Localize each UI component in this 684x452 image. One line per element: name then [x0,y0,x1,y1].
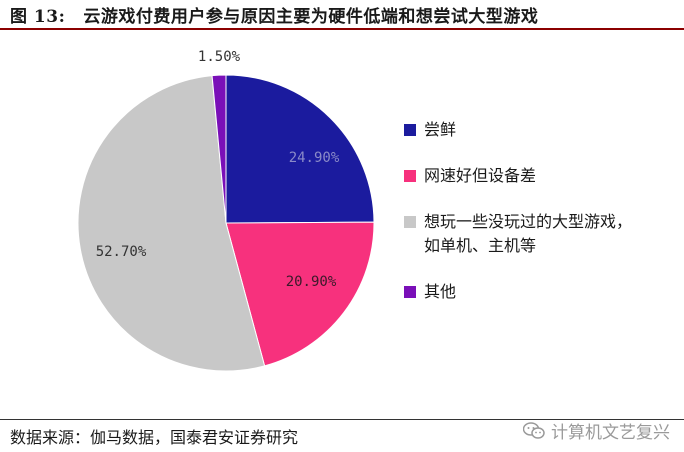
legend-label: 想玩一些没玩过的大型游戏， 如单机、主机等 [424,212,633,255]
title-rule [0,28,684,30]
legend-swatch [404,124,416,136]
watermark: 计算机文艺复兴 [523,418,670,443]
legend-swatch [404,170,416,182]
pie-slice-1 [225,221,375,367]
legend-item-3: 其他 [404,280,674,304]
pie-chart: 24.90% 20.90% 52.70% 1.50% [77,49,375,372]
source-rule [0,419,684,420]
legend-item-1: 网速好但设备差 [404,164,674,188]
legend-label: 网速好但设备差 [424,166,537,185]
legend-item-2: 想玩一些没玩过的大型游戏， 如单机、主机等 [404,210,674,258]
legend-swatch [404,216,416,228]
figure-title-text: 云游戏付费用户参与原因主要为硬件低端和想尝试大型游戏 [83,7,539,27]
figure-number: 图 13: [10,7,66,27]
slice-value-label-0: 24.90% [289,150,340,166]
pie-slice-0 [225,74,375,224]
legend-label: 其他 [424,282,457,301]
legend-label: 尝鲜 [424,120,457,139]
legend: 尝鲜网速好但设备差想玩一些没玩过的大型游戏， 如单机、主机等其他 [404,118,674,326]
legend-item-0: 尝鲜 [404,118,674,142]
slice-value-label-3: 1.50% [198,49,241,65]
figure-title: 图 13: 云游戏付费用户参与原因主要为硬件低端和想尝试大型游戏 [10,2,674,27]
legend-swatch [404,286,416,298]
pie-slice-3 [211,74,227,224]
slice-value-label-1: 20.90% [286,274,337,290]
watermark-text: 计算机文艺复兴 [551,423,670,443]
slice-value-label-2: 52.70% [96,244,147,260]
wechat-icon [523,421,545,439]
pie-slice-2 [77,75,266,372]
source-note: 数据来源：伽马数据，国泰君安证券研究 [10,428,299,447]
